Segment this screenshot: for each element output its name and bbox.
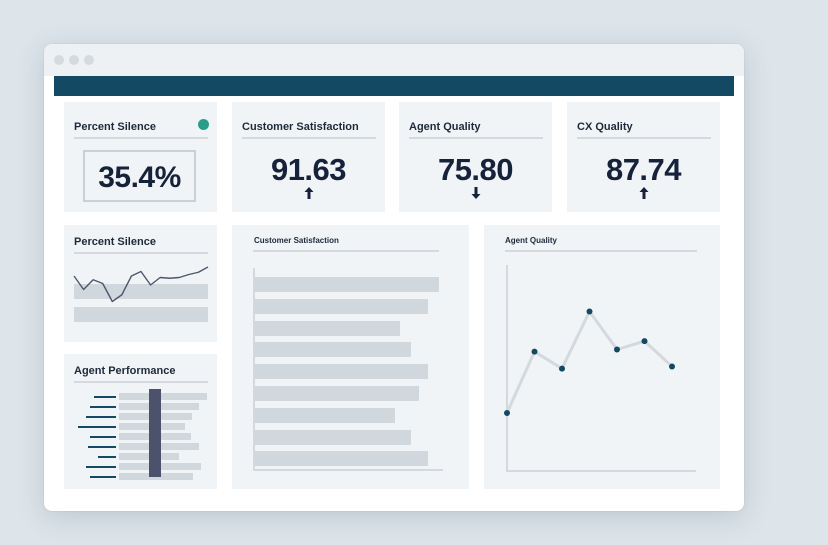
panel-customer-satisfaction[interactable]: Customer Satisfaction xyxy=(232,225,469,489)
y-axis xyxy=(253,268,255,471)
kpi-card-customer-satisfaction[interactable]: Customer Satisfaction 91.63 xyxy=(232,102,385,212)
agent-quality-point[interactable] xyxy=(641,338,648,345)
satisfaction-bar xyxy=(255,277,439,292)
window-dot-icon[interactable] xyxy=(69,55,79,65)
divider xyxy=(74,381,208,383)
kpi-card-title: CX Quality xyxy=(577,121,633,133)
panel-agent-quality[interactable]: Agent Quality xyxy=(484,225,720,489)
agent-quality-point[interactable] xyxy=(669,363,675,370)
satisfaction-bar xyxy=(255,429,412,445)
performance-tick xyxy=(98,456,116,458)
kpi-card-percent-silence[interactable]: Percent Silence 35.4% xyxy=(64,102,217,212)
kpi-card-title: Customer Satisfaction xyxy=(242,121,359,133)
divider xyxy=(242,137,376,139)
band xyxy=(74,284,208,299)
kpi-card-cx-quality[interactable]: CX Quality 87.74 xyxy=(567,102,720,212)
arrow-up-icon xyxy=(304,187,314,199)
performance-tick xyxy=(86,466,116,468)
window-titlebar xyxy=(44,44,744,76)
panel-title: Agent Performance xyxy=(74,365,176,377)
window-dot-icon[interactable] xyxy=(54,55,64,65)
browser-window: Percent Silence 35.4% Customer Satisfact… xyxy=(44,44,744,511)
kpi-card-agent-quality[interactable]: Agent Quality 75.80 xyxy=(399,102,552,212)
agent-quality-line-chart xyxy=(504,265,696,472)
arrow-up-icon xyxy=(639,187,649,199)
satisfaction-bar xyxy=(255,320,401,336)
panel-title: Percent Silence xyxy=(74,236,156,248)
satisfaction-bar xyxy=(255,407,395,423)
percent-silence-line xyxy=(73,266,209,303)
agent-quality-point[interactable] xyxy=(504,409,510,416)
performance-tick xyxy=(90,476,116,478)
x-axis xyxy=(253,469,443,471)
satisfaction-bar xyxy=(255,451,428,467)
panel-title: Customer Satisfaction xyxy=(254,236,339,245)
divider xyxy=(253,250,439,252)
axes xyxy=(506,265,696,472)
band xyxy=(74,307,208,322)
kpi-value: 87.74 xyxy=(605,152,682,187)
divider xyxy=(74,137,208,139)
percent-silence-line-chart xyxy=(73,266,209,303)
performance-tick xyxy=(78,426,116,428)
kpi-card-title: Agent Quality xyxy=(409,121,481,133)
kpi-card-title: Percent Silence xyxy=(74,121,156,133)
kpi-value: 35.4% xyxy=(98,161,181,194)
divider xyxy=(505,250,697,252)
agent-quality-point[interactable] xyxy=(559,365,565,372)
agent-quality-point[interactable] xyxy=(531,348,538,355)
performance-highlight-bar xyxy=(149,389,161,477)
panel-percent-silence[interactable]: Percent Silence xyxy=(64,225,217,342)
divider xyxy=(409,137,543,139)
agent-performance-chart xyxy=(64,354,217,489)
performance-tick xyxy=(90,436,116,438)
status-indicator-icon xyxy=(198,119,209,130)
dashboard: Percent Silence 35.4% Customer Satisfact… xyxy=(54,96,734,501)
performance-tick xyxy=(88,446,116,448)
satisfaction-bar xyxy=(255,298,428,314)
divider xyxy=(74,252,208,254)
window-dot-icon[interactable] xyxy=(84,55,94,65)
divider xyxy=(577,137,711,139)
satisfaction-bar xyxy=(255,342,412,358)
satisfaction-bar xyxy=(255,386,419,401)
app-header-bar xyxy=(54,76,734,96)
performance-tick xyxy=(94,396,116,398)
panel-title: Agent Quality xyxy=(505,236,558,245)
satisfaction-bar xyxy=(255,364,428,380)
performance-tick xyxy=(86,416,116,418)
performance-tick xyxy=(90,406,116,408)
kpi-value-box: 35.4% xyxy=(83,150,196,202)
agent-quality-line xyxy=(505,310,674,414)
kpi-value: 75.80 xyxy=(437,152,514,187)
agent-quality-point[interactable] xyxy=(586,308,593,315)
agent-quality-point[interactable] xyxy=(614,346,620,353)
arrow-down-icon xyxy=(471,187,481,199)
performance-bar xyxy=(119,393,207,400)
panel-agent-performance[interactable]: Agent Performance xyxy=(64,354,217,489)
kpi-value: 91.63 xyxy=(270,152,347,187)
customer-satisfaction-bar-chart xyxy=(232,225,469,489)
